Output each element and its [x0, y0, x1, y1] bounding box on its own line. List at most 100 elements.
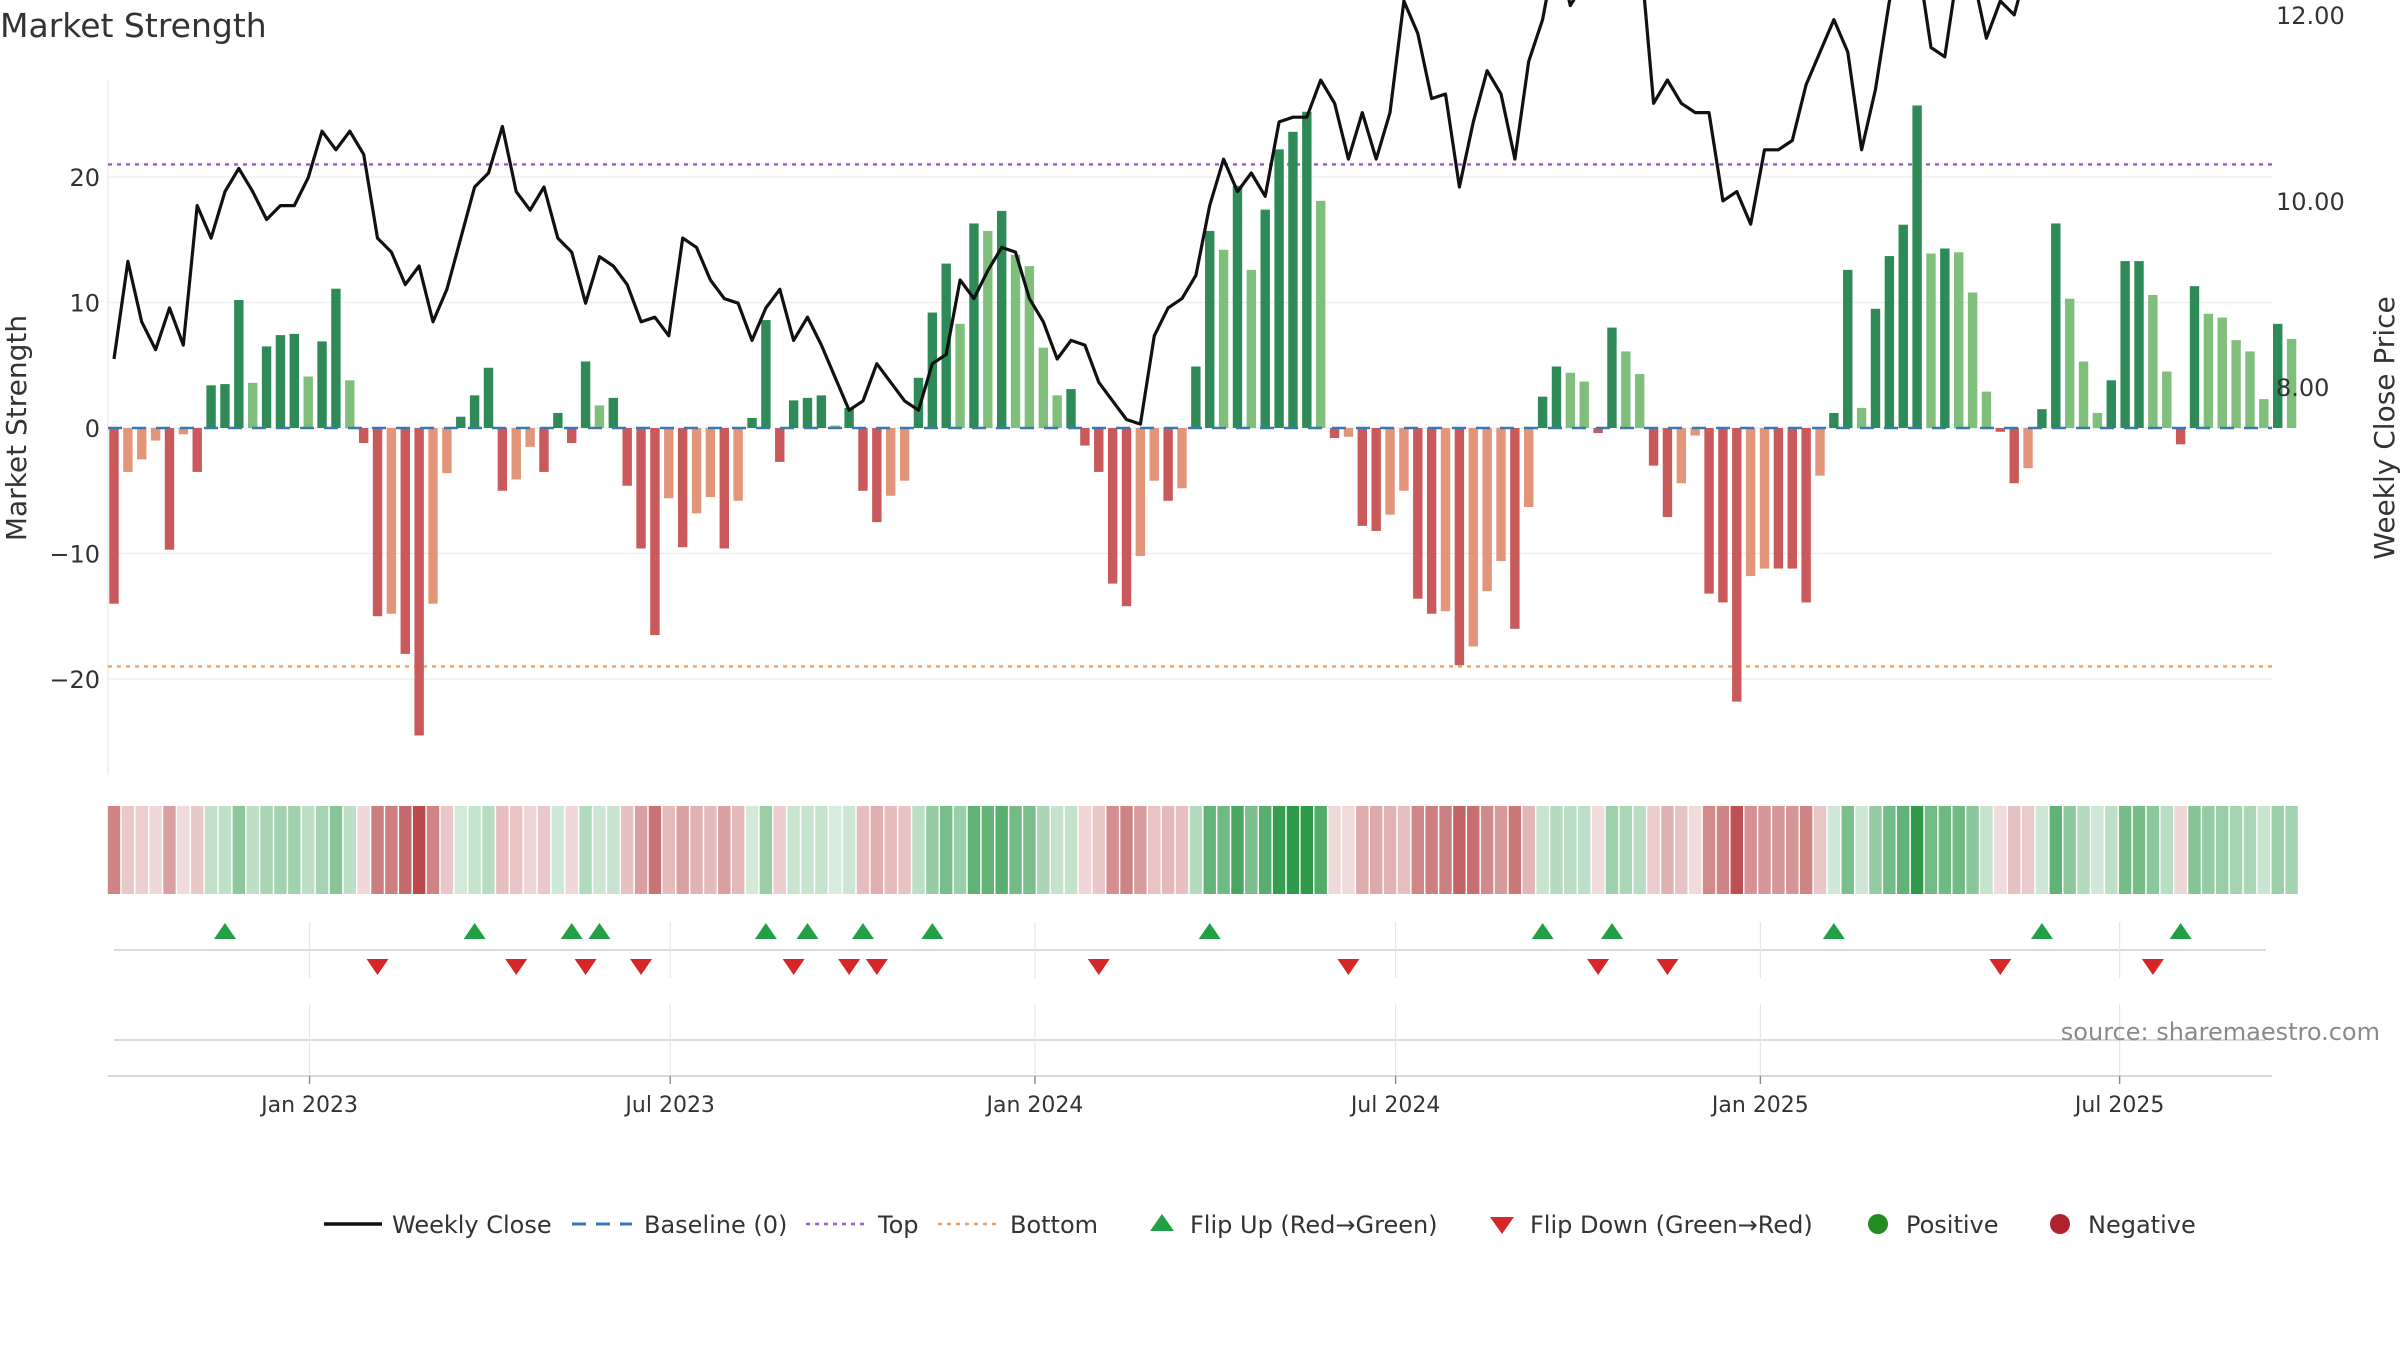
- strength-bar: [123, 428, 133, 472]
- strength-bar: [719, 428, 729, 549]
- heat-cell: [898, 806, 911, 894]
- heat-cell: [2216, 806, 2229, 894]
- heat-cell: [1245, 806, 1258, 894]
- strength-bar: [1121, 428, 1132, 607]
- strength-bar: [1482, 428, 1492, 592]
- heat-cell: [2146, 806, 2160, 894]
- strength-bar: [1870, 308, 1881, 428]
- strength-bar: [1524, 428, 1534, 508]
- legend-swatch-flip-up: [1150, 1214, 1174, 1231]
- heat-cell: [1231, 806, 1244, 894]
- strength-bar: [2175, 428, 2186, 445]
- strength-bar: [1565, 372, 1576, 428]
- heat-cell: [1050, 806, 1064, 894]
- strength-bar: [1551, 366, 1562, 428]
- heat-cell: [884, 806, 897, 894]
- strength-bar: [1135, 428, 1146, 557]
- strength-bar: [469, 395, 480, 428]
- heat-cell: [1675, 806, 1688, 894]
- heat-cell: [1134, 806, 1147, 894]
- flip-up-marker: [1531, 923, 1554, 939]
- legend-label: Negative: [2088, 1211, 2196, 1239]
- heat-cell: [995, 806, 1008, 894]
- strength-bar: [927, 312, 938, 428]
- heat-cell: [1425, 806, 1438, 894]
- x-tick-label: Jul 2023: [623, 1093, 715, 1118]
- flip-up-marker: [1198, 923, 1221, 939]
- strength-bar: [1274, 149, 1284, 428]
- strength-bar: [2203, 313, 2214, 428]
- x-tick-label: Jul 2024: [1349, 1093, 1441, 1118]
- heat-cell: [246, 806, 259, 894]
- strength-bar: [192, 428, 202, 472]
- strength-bar: [1732, 428, 1742, 702]
- y-axis-label-right: Weekly Close Price: [2368, 296, 2400, 559]
- heat-cell: [1869, 806, 1882, 894]
- strength-bar: [1343, 428, 1354, 437]
- heat-cell: [1799, 806, 1813, 894]
- strength-bar: [705, 428, 716, 498]
- strength-bar: [1690, 428, 1700, 436]
- strength-bar: [1315, 200, 1326, 428]
- strength-bar: [1981, 391, 1992, 428]
- heat-cell: [870, 806, 884, 894]
- heat-cell: [1037, 806, 1050, 894]
- heat-cell: [2271, 806, 2284, 894]
- heat-cell: [1619, 806, 1633, 894]
- strength-bar: [317, 341, 327, 428]
- strength-bar: [1094, 428, 1104, 472]
- strength-bar: [1149, 428, 1159, 481]
- heat-cell: [842, 806, 856, 894]
- strength-bar: [1454, 428, 1465, 666]
- heat-cell: [288, 806, 301, 894]
- flip-up-marker: [1822, 923, 1845, 939]
- strength-bar: [1621, 351, 1631, 428]
- strength-bar: [955, 323, 965, 428]
- strength-bar: [747, 417, 757, 428]
- heat-cell: [191, 806, 204, 894]
- heat-cell: [1342, 806, 1355, 894]
- strength-bar: [1662, 428, 1673, 518]
- strength-bar: [2245, 351, 2255, 428]
- heat-cell: [662, 806, 675, 894]
- legend-label: Bottom: [1010, 1211, 1098, 1239]
- heat-cell: [648, 806, 662, 894]
- legend-swatch-flip-down: [1490, 1217, 1514, 1234]
- heat-cell: [1661, 806, 1674, 894]
- flip-down-marker: [838, 959, 861, 975]
- heat-cell: [510, 806, 523, 894]
- strength-bar: [1648, 428, 1659, 466]
- heat-cell: [1508, 806, 1522, 894]
- heat-cell: [412, 806, 426, 894]
- heat-cell: [1522, 806, 1535, 894]
- heat-cell: [953, 806, 967, 894]
- strength-bar: [456, 416, 466, 428]
- strength-bar: [539, 428, 549, 472]
- strength-bar: [913, 377, 924, 428]
- x-axis: Jan 2023 Jul 2023 Jan 2024 Jul 2024 Jan 2025…: [108, 1075, 2272, 1118]
- flip-up-marker: [463, 923, 486, 939]
- flip-down-marker: [1337, 959, 1360, 975]
- flip-up-marker: [1600, 923, 1623, 939]
- strength-bar: [1995, 428, 2006, 432]
- heat-cell: [2229, 806, 2243, 894]
- strength-bar: [2037, 409, 2047, 428]
- heat-cell: [551, 806, 565, 894]
- strength-bar: [1232, 185, 1243, 428]
- strength-bar: [1607, 327, 1617, 428]
- y-tick-label-right: 8.00: [2276, 374, 2329, 402]
- heat-cell: [301, 806, 315, 894]
- heat-cell: [1591, 806, 1605, 894]
- heat-cell: [1813, 806, 1827, 894]
- heat-cell: [1786, 806, 1799, 894]
- strength-bar: [428, 428, 438, 604]
- heat-cell: [440, 806, 454, 894]
- strength-bar: [386, 428, 397, 614]
- strength-bar: [1954, 252, 1964, 428]
- strength-bar: [1829, 412, 1839, 428]
- x-tick-label: Jan 2025: [1710, 1093, 1809, 1118]
- heat-cell: [1453, 806, 1466, 894]
- strength-bar: [109, 428, 119, 604]
- heat-cell: [2174, 806, 2187, 894]
